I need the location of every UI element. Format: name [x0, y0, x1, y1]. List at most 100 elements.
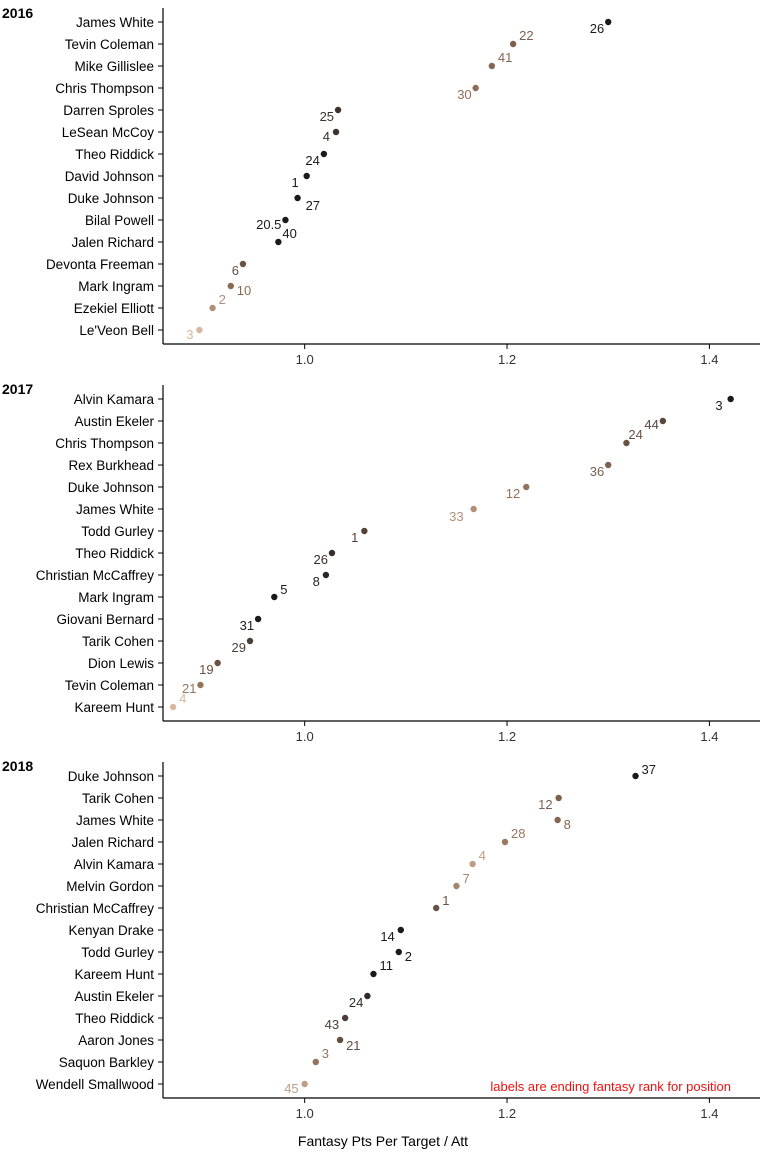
- data-label: 25: [320, 109, 334, 124]
- data-label: 24: [305, 153, 319, 168]
- data-label: 4: [323, 129, 330, 144]
- data-point: [623, 439, 630, 447]
- data-label: 44: [644, 417, 658, 432]
- data-label: 21: [346, 1038, 360, 1053]
- category-label: Todd Gurley: [81, 945, 154, 960]
- category-label: Mark Ingram: [78, 279, 154, 294]
- data-label: 6: [232, 263, 239, 278]
- x-tick-label: 1.0: [296, 729, 314, 744]
- data-label: 29: [232, 640, 246, 655]
- category-label: Chris Thompson: [55, 81, 154, 96]
- category-label: Jalen Richard: [71, 835, 154, 850]
- data-point: [605, 461, 612, 469]
- data-label: 12: [538, 797, 552, 812]
- category-label: Giovani Bernard: [56, 612, 154, 627]
- category-label: James White: [76, 502, 154, 517]
- data-point: [395, 948, 402, 956]
- data-point: [239, 260, 247, 268]
- data-label: 1: [291, 175, 298, 190]
- data-point: [294, 194, 301, 202]
- category-label: Mark Ingram: [78, 590, 154, 605]
- data-label: 1: [351, 530, 358, 545]
- data-point: [433, 904, 440, 912]
- category-label: Duke Johnson: [68, 480, 154, 495]
- x-tick-label: 1.4: [700, 729, 718, 744]
- data-point: [659, 417, 667, 425]
- data-point: [271, 593, 278, 601]
- data-label: 21: [182, 681, 196, 696]
- category-label: Austin Ekeler: [74, 414, 154, 429]
- data-point: [282, 216, 289, 224]
- data-label: 43: [325, 1017, 339, 1032]
- data-label: 3: [715, 398, 722, 413]
- category-label: Austin Ekeler: [74, 989, 154, 1004]
- data-point: [632, 772, 639, 780]
- category-label: Todd Gurley: [81, 524, 154, 539]
- data-label: 24: [628, 427, 642, 442]
- data-point: [501, 838, 509, 846]
- data-label: 36: [590, 464, 604, 479]
- category-label: LeSean McCoy: [62, 125, 155, 140]
- data-point: [322, 571, 330, 579]
- panel-title-2017: 2017: [2, 381, 33, 397]
- category-label: Tevin Coleman: [65, 678, 154, 693]
- rank-note: labels are ending fantasy rank for posit…: [490, 1079, 731, 1094]
- category-label: Wendell Smallwood: [36, 1077, 154, 1092]
- data-label: 19: [199, 662, 213, 677]
- x-tick-label: 1.2: [498, 729, 516, 744]
- data-point: [453, 882, 460, 890]
- x-tick-label: 1.2: [498, 352, 516, 367]
- category-label: Christian McCaffrey: [36, 901, 155, 916]
- category-label: Kareem Hunt: [74, 700, 154, 715]
- data-point: [554, 816, 561, 824]
- category-label: Duke Johnson: [68, 191, 154, 206]
- x-tick-label: 1.0: [296, 1106, 314, 1121]
- category-label: James White: [76, 15, 154, 30]
- data-label: 1: [442, 893, 449, 908]
- category-label: Rex Burkhead: [68, 458, 154, 473]
- category-label: Theo Riddick: [75, 147, 154, 162]
- data-label: 37: [642, 762, 656, 777]
- data-point: [328, 549, 336, 557]
- category-label: Tarik Cohen: [82, 791, 154, 806]
- category-label: Duke Johnson: [68, 769, 154, 784]
- category-label: Kenyan Drake: [68, 923, 154, 938]
- category-label: Chris Thompson: [55, 436, 154, 451]
- category-label: Le'Veon Bell: [79, 323, 154, 338]
- data-point: [301, 1080, 308, 1088]
- category-label: David Johnson: [65, 169, 154, 184]
- data-point: [320, 150, 328, 158]
- data-point: [370, 970, 377, 978]
- data-label: 30: [457, 87, 471, 102]
- data-point: [227, 282, 234, 290]
- data-label: 12: [506, 486, 520, 501]
- x-tick-label: 1.4: [700, 1106, 718, 1121]
- data-point: [470, 505, 477, 513]
- data-label: 7: [462, 871, 469, 886]
- data-point: [488, 62, 496, 70]
- data-point: [727, 395, 734, 403]
- data-point: [472, 84, 479, 92]
- category-label: Christian McCaffrey: [36, 568, 155, 583]
- data-label: 20.5: [256, 217, 281, 232]
- category-label: James White: [76, 813, 154, 828]
- x-tick-label: 1.2: [498, 1106, 516, 1121]
- category-label: Devonta Freeman: [46, 257, 154, 272]
- category-label: Dion Lewis: [88, 656, 154, 671]
- category-label: Saquon Barkley: [59, 1055, 155, 1070]
- data-label: 24: [349, 995, 363, 1010]
- data-label: 27: [306, 198, 320, 213]
- data-point: [303, 172, 310, 180]
- data-point: [523, 483, 530, 491]
- data-label: 41: [498, 50, 512, 65]
- data-point: [197, 681, 204, 689]
- data-point: [169, 703, 177, 711]
- category-label: Aaron Jones: [78, 1033, 154, 1048]
- data-point: [361, 527, 368, 535]
- category-label: Alvin Kamara: [74, 392, 155, 407]
- data-point: [246, 637, 254, 645]
- data-label: 45: [284, 1081, 298, 1096]
- data-label: 10: [237, 283, 251, 298]
- data-point: [209, 304, 216, 312]
